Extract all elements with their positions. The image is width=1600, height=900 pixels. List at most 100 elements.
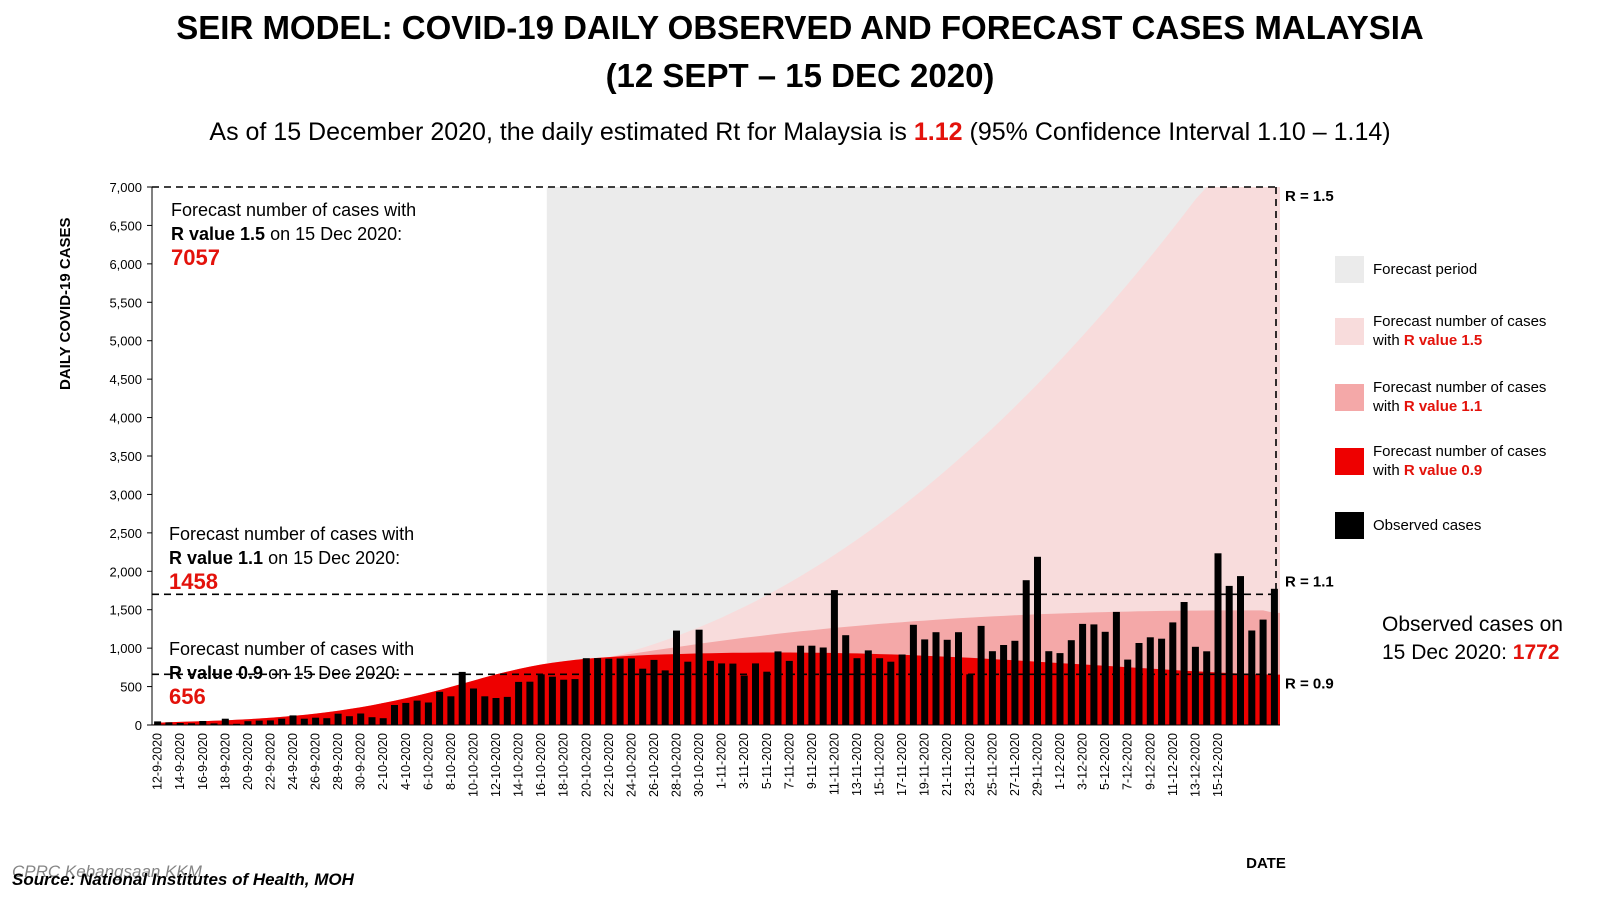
observed-bar bbox=[921, 639, 929, 725]
observed-bar bbox=[188, 723, 195, 725]
observed-bar bbox=[1237, 576, 1244, 725]
annotation-r11-rest: on 15 Dec 2020: bbox=[263, 548, 401, 568]
x-tick-label: 12-10-2020 bbox=[489, 733, 503, 797]
observed-bar bbox=[1101, 631, 1109, 725]
reference-line-label: R = 0.9 bbox=[1285, 675, 1334, 692]
observed-bar bbox=[605, 658, 613, 725]
y-tick-label: 500 bbox=[120, 680, 142, 695]
observed-bar bbox=[458, 671, 466, 725]
forecast-area-r09 bbox=[152, 652, 1280, 725]
x-tick-label: 22-10-2020 bbox=[602, 733, 616, 797]
observed-bar bbox=[830, 590, 838, 725]
x-tick-label: 22-9-2020 bbox=[263, 733, 277, 790]
annotation-r15-value: 7057 bbox=[171, 245, 220, 270]
x-tick-label: 3-12-2020 bbox=[1076, 733, 1090, 790]
observed-bar bbox=[988, 651, 996, 725]
legend-swatch bbox=[1335, 512, 1364, 539]
x-tick-label: 28-9-2020 bbox=[331, 733, 345, 790]
observed-bar bbox=[706, 660, 714, 725]
observed-bar bbox=[774, 651, 782, 725]
observed-bar bbox=[639, 668, 647, 725]
legend-label-with: with bbox=[1373, 462, 1404, 479]
observed-bar bbox=[1022, 580, 1030, 725]
x-tick-label: 26-9-2020 bbox=[309, 733, 323, 790]
forecast-areas bbox=[152, 187, 1280, 725]
chart-title-line2: (12 SEPT – 15 DEC 2020) bbox=[605, 57, 995, 94]
observed-cases-note: Observed cases on 15 Dec 2020: 1772 bbox=[1382, 611, 1563, 667]
observed-bar bbox=[233, 723, 241, 725]
x-tick-label: 14-9-2020 bbox=[173, 733, 187, 790]
annotation-r09-value: 656 bbox=[169, 684, 206, 709]
observed-bar bbox=[492, 698, 500, 725]
observed-bar bbox=[289, 715, 297, 725]
observed-bar bbox=[1000, 645, 1008, 725]
observed-bar bbox=[357, 713, 365, 725]
observed-bar bbox=[695, 629, 703, 725]
observed-bar bbox=[1034, 556, 1041, 725]
observed-bar bbox=[684, 661, 692, 725]
observed-bar bbox=[1270, 588, 1278, 725]
x-tick-label: 5-12-2020 bbox=[1098, 733, 1112, 790]
observed-bar bbox=[1067, 640, 1075, 725]
observed-bar bbox=[402, 702, 410, 725]
legend-label: Forecast number of cases bbox=[1373, 443, 1547, 460]
observed-bar bbox=[165, 722, 173, 725]
observed-bar bbox=[752, 663, 759, 725]
observed-bar bbox=[673, 630, 680, 725]
observed-bar bbox=[1259, 619, 1267, 725]
observed-bar bbox=[661, 670, 669, 725]
source-footer: Source: National Institutes of Health, M… bbox=[12, 870, 354, 889]
observed-bar bbox=[221, 718, 229, 725]
observed-bar bbox=[785, 660, 793, 725]
x-tick-label: 23-11-2020 bbox=[963, 733, 977, 796]
subtitle-rt-value: 1.12 bbox=[913, 118, 963, 146]
subtitle-suffix: (95% Confidence Interval 1.10 – 1.14) bbox=[962, 118, 1391, 146]
legend-swatch bbox=[1335, 256, 1364, 283]
y-tick-label: 6,500 bbox=[109, 218, 142, 233]
legend-swatch bbox=[1335, 448, 1364, 475]
observed-bar bbox=[977, 625, 985, 725]
x-tick-label: 10-10-2020 bbox=[467, 733, 481, 797]
observed-bar bbox=[1225, 585, 1233, 725]
observed-bar bbox=[943, 639, 951, 725]
annotation-r09-line1: Forecast number of cases with bbox=[169, 639, 415, 659]
x-tick-label: 9-12-2020 bbox=[1143, 733, 1157, 790]
observed-bar bbox=[627, 658, 635, 725]
x-tick-label: 1-11-2020 bbox=[715, 733, 729, 789]
x-tick-label: 7-11-2020 bbox=[782, 733, 796, 789]
observed-bar bbox=[312, 717, 320, 725]
observed-bar bbox=[1056, 653, 1064, 725]
observed-bar bbox=[278, 718, 286, 725]
observed-bar bbox=[470, 688, 477, 725]
chart-title-line1: SEIR MODEL: COVID-19 DAILY OBSERVED AND … bbox=[176, 9, 1424, 46]
observed-bar bbox=[718, 663, 726, 725]
y-tick-label: 2,500 bbox=[109, 526, 142, 541]
legend-swatch bbox=[1335, 318, 1364, 345]
legend-label: Forecast number of cases bbox=[1373, 313, 1547, 330]
legend-label-with: with bbox=[1373, 332, 1404, 349]
x-tick-label: 13-12-2020 bbox=[1188, 733, 1202, 797]
legend-label: Forecast period bbox=[1373, 261, 1478, 278]
observed-bar bbox=[255, 720, 263, 725]
forecast-area-r15 bbox=[152, 187, 1280, 725]
observed-bar bbox=[616, 658, 624, 725]
x-tick-label: 4-10-2020 bbox=[399, 733, 413, 790]
y-tick-label: 1,500 bbox=[109, 603, 142, 618]
observed-bar bbox=[1214, 553, 1222, 725]
observed-bars bbox=[154, 553, 1278, 725]
observed-bar bbox=[582, 658, 590, 725]
reference-line-label: R = 1.5 bbox=[1285, 188, 1334, 205]
x-tick-label: 24-9-2020 bbox=[286, 733, 300, 790]
reference-lines: R = 1.5 R = 1.1 R = 0.9 bbox=[152, 186, 1334, 725]
observed-bar bbox=[199, 721, 207, 725]
x-tick-label: 16-9-2020 bbox=[196, 733, 210, 790]
x-tick-label: 30-9-2020 bbox=[354, 733, 368, 790]
observed-bar bbox=[379, 718, 387, 725]
observed-note-line1: Observed cases on bbox=[1382, 613, 1563, 636]
x-tick-label: 18-9-2020 bbox=[218, 733, 232, 790]
x-tick-label: 1-12-2020 bbox=[1053, 733, 1067, 790]
observed-bar bbox=[1191, 646, 1199, 725]
observed-bar bbox=[537, 674, 545, 725]
annotation-r11: Forecast number of cases with R value 1.… bbox=[169, 522, 414, 594]
observed-bar bbox=[1045, 651, 1053, 725]
